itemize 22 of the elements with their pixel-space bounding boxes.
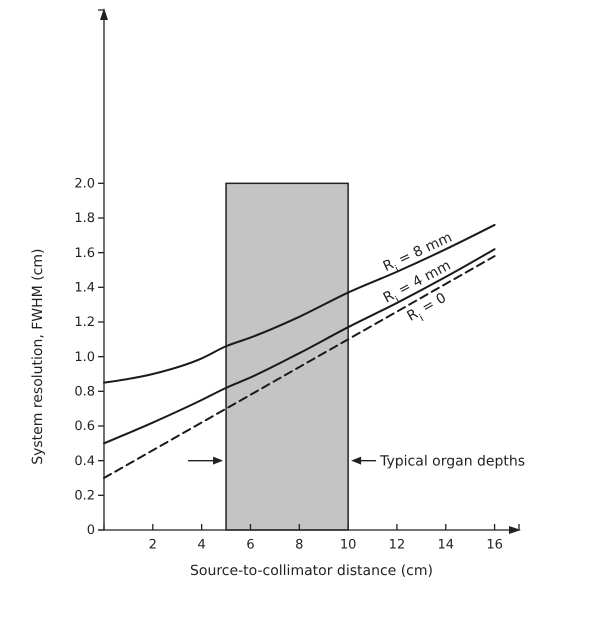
x-axis-title: Source-to-collimator distance (cm) xyxy=(190,563,433,579)
y-tick-label: 1.0 xyxy=(74,350,95,365)
x-tick-label: 4 xyxy=(198,538,206,553)
x-tick-label: 2 xyxy=(148,538,157,553)
x-tick-label: 6 xyxy=(246,538,255,553)
y-axis-title: System resolution, FWHM (cm) xyxy=(30,248,46,465)
y-tick-label: 1.4 xyxy=(74,280,95,296)
x-tick-label: 8 xyxy=(295,538,304,553)
y-tick-label: 1.8 xyxy=(74,211,95,226)
y-tick-label: 0.8 xyxy=(74,384,95,400)
y-tick-label: 1.6 xyxy=(74,246,95,261)
y-tick-label: 2.0 xyxy=(74,176,95,192)
band-label: Typical organ depths xyxy=(379,454,526,470)
x-tick-label: 16 xyxy=(486,538,503,553)
x-tick-label: 10 xyxy=(340,538,356,553)
x-tick-label: 12 xyxy=(388,538,406,553)
y-tick-label: 0.2 xyxy=(74,488,95,504)
y-tick-label: 0 xyxy=(86,523,95,538)
x-tick-label: 14 xyxy=(437,538,454,553)
y-tick-label: 0.6 xyxy=(74,419,95,434)
y-tick-label: 1.2 xyxy=(74,315,95,330)
y-tick-label: 0.4 xyxy=(74,454,95,469)
